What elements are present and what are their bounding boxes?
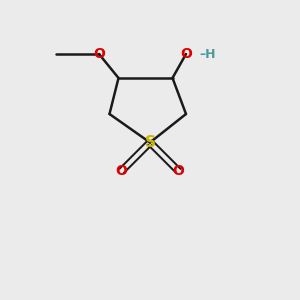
Text: S: S — [145, 135, 155, 150]
Text: O: O — [172, 164, 184, 178]
Text: –H: –H — [200, 47, 216, 61]
Text: O: O — [116, 164, 128, 178]
Text: O: O — [180, 47, 192, 61]
Text: O: O — [93, 47, 105, 61]
